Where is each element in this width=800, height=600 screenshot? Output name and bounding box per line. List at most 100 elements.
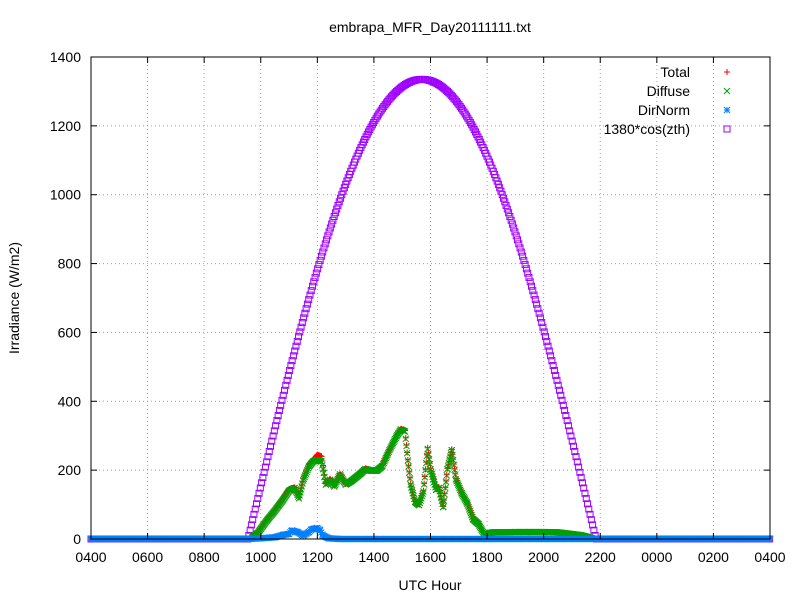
data-point	[279, 391, 287, 399]
data-point	[442, 478, 450, 486]
data-point	[335, 198, 343, 206]
data-point	[325, 228, 333, 236]
data-point	[427, 465, 434, 473]
data-point	[261, 463, 269, 471]
y-tick-label: 600	[58, 324, 82, 340]
data-point	[587, 516, 595, 524]
data-point	[543, 337, 551, 345]
data-point	[531, 296, 539, 304]
x-tick-label: 0600	[132, 549, 163, 565]
data-point	[501, 198, 509, 206]
data-point	[298, 319, 306, 327]
data-point	[535, 309, 543, 317]
data-point	[293, 337, 301, 345]
data-point	[416, 499, 424, 507]
data-point	[428, 470, 436, 478]
data-point	[548, 357, 556, 365]
data-point	[468, 511, 475, 519]
data-point	[585, 505, 593, 513]
data-point	[406, 475, 414, 482]
data-point	[337, 194, 345, 202]
data-point	[264, 453, 272, 461]
data-point	[277, 401, 285, 409]
data-point	[323, 236, 331, 244]
data-point	[563, 417, 571, 425]
data-point	[536, 314, 544, 322]
y-tick-label: 1000	[50, 187, 81, 203]
legend-label: DirNorm	[638, 102, 690, 118]
data-point	[255, 489, 263, 497]
data-point	[333, 205, 341, 213]
y-tick-label: 400	[58, 393, 82, 409]
data-point	[297, 323, 305, 331]
data-point	[559, 401, 567, 409]
data-point	[558, 396, 566, 404]
data-point	[584, 500, 592, 508]
data-point	[443, 472, 451, 479]
series-total	[249, 425, 595, 542]
data-point	[429, 473, 436, 481]
data-point	[529, 287, 537, 295]
data-point	[302, 305, 310, 313]
legend-label: Total	[660, 64, 690, 80]
data-point	[419, 490, 427, 498]
data-point	[571, 447, 579, 455]
data-point	[421, 473, 428, 480]
data-point	[316, 527, 324, 534]
legend-marker	[723, 87, 731, 95]
data-point	[267, 442, 275, 450]
data-point	[404, 449, 411, 456]
data-point	[421, 473, 429, 481]
x-tick-labels: 0400 0600 0800 1000 1200 1400 1600 1800 2000 2200…	[75, 549, 785, 565]
data-point	[289, 352, 297, 360]
data-point	[466, 507, 474, 515]
data-point	[260, 468, 268, 476]
y-tick-label: 1200	[50, 118, 81, 134]
data-point	[312, 269, 320, 277]
data-point	[465, 504, 473, 511]
data-point	[557, 391, 565, 399]
data-point	[572, 453, 580, 461]
data-point	[507, 216, 515, 224]
data-point	[303, 468, 311, 476]
data-point	[265, 447, 273, 455]
data-point	[456, 484, 463, 492]
data-point	[550, 366, 558, 374]
data-point	[299, 477, 307, 484]
data-point	[441, 491, 448, 498]
data-point	[401, 428, 409, 435]
data-point	[440, 497, 448, 505]
data-point	[430, 478, 438, 486]
data-point	[254, 495, 262, 503]
data-point	[292, 342, 300, 350]
x-tick-label: 0800	[189, 549, 220, 565]
data-point	[283, 376, 291, 384]
data-point	[310, 278, 318, 286]
data-point	[452, 476, 460, 483]
data-point	[328, 220, 336, 228]
data-point	[311, 273, 319, 281]
data-point	[251, 505, 259, 513]
data-point	[270, 427, 278, 435]
data-point	[502, 201, 510, 209]
data-point	[530, 291, 538, 299]
data-point	[568, 437, 576, 445]
data-point	[528, 282, 536, 290]
data-point	[316, 256, 324, 264]
data-point	[301, 471, 309, 479]
data-point	[520, 256, 528, 264]
data-point	[417, 497, 424, 505]
data-point	[268, 437, 276, 445]
data-point	[272, 422, 280, 430]
data-point	[307, 287, 315, 295]
data-point	[525, 273, 533, 281]
data-point	[519, 252, 527, 260]
data-point	[258, 479, 266, 487]
data-point	[286, 366, 294, 374]
data-point	[467, 509, 475, 517]
data-point	[304, 466, 311, 474]
data-point	[581, 489, 589, 497]
x-tick-label: 1600	[415, 549, 446, 565]
data-point	[564, 422, 572, 430]
data-point	[426, 460, 433, 467]
